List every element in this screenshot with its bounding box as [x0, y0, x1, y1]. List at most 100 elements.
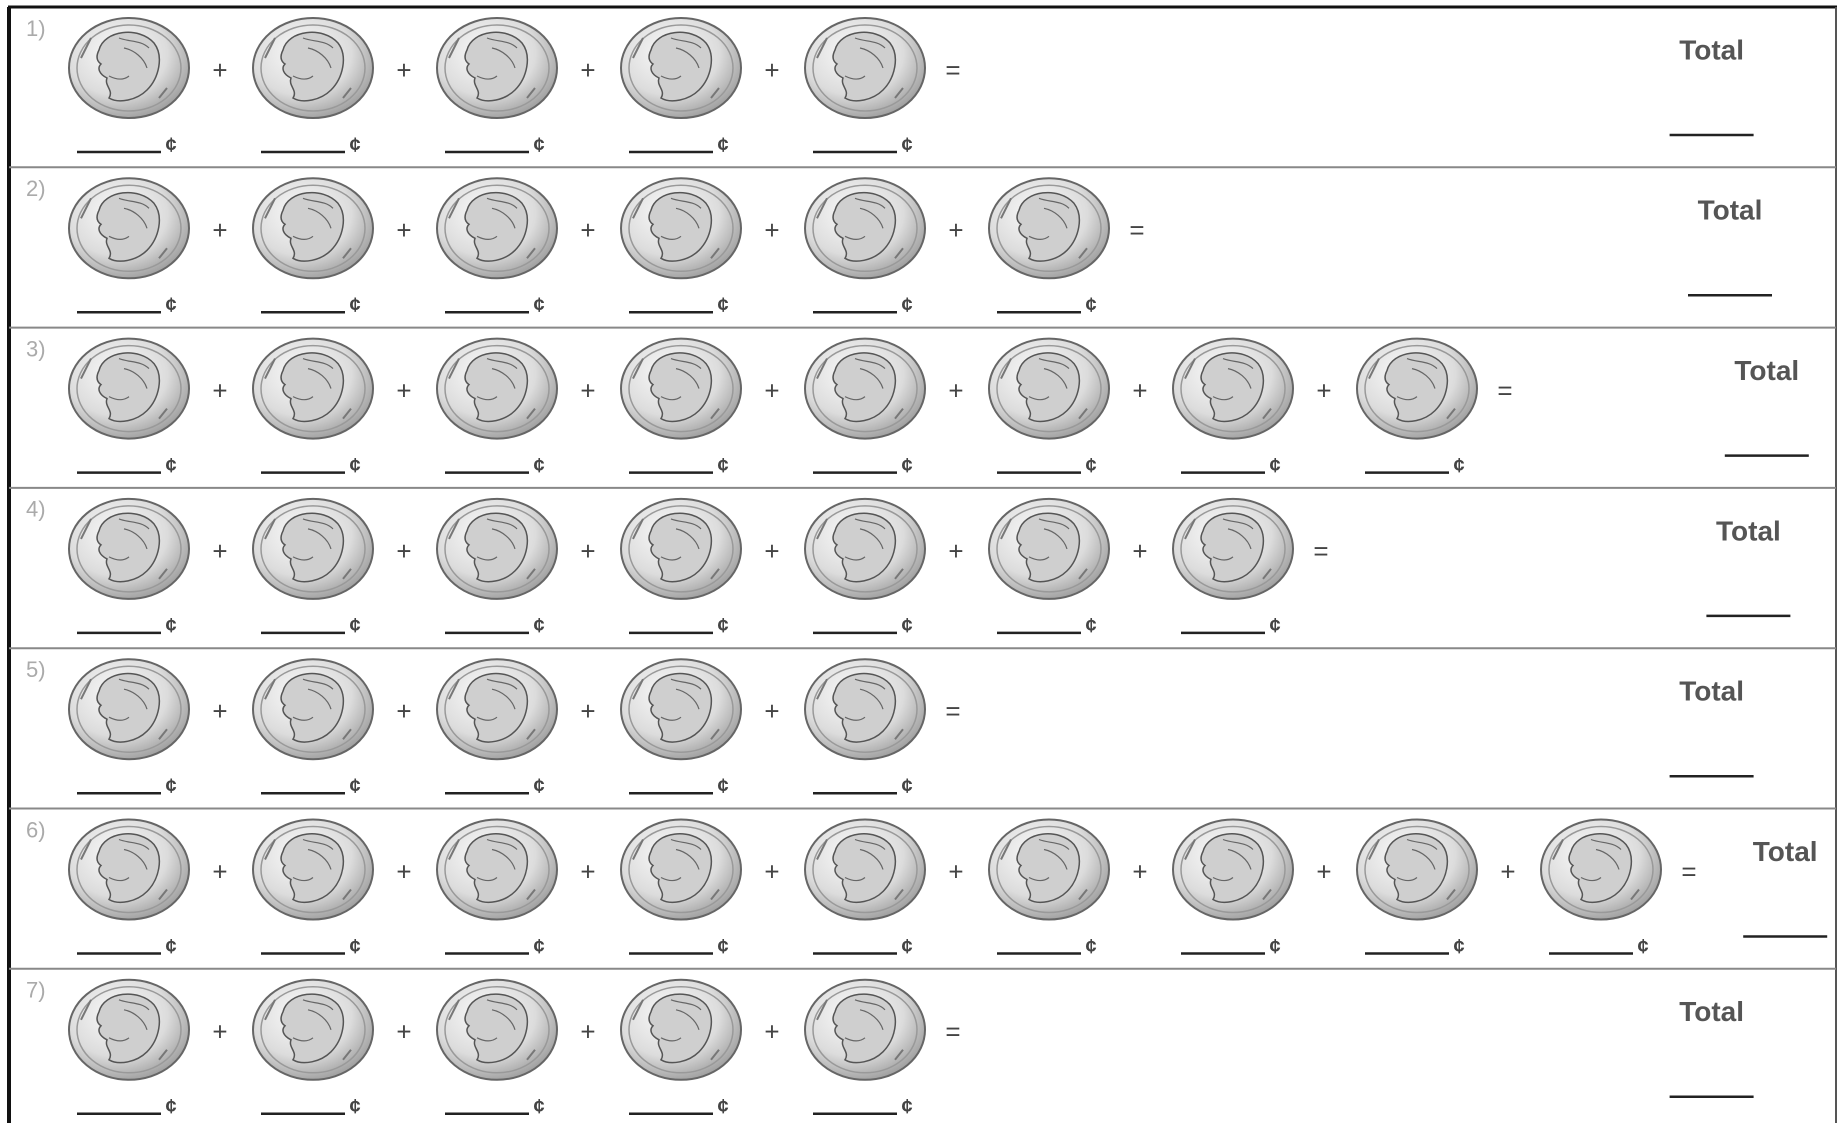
cent-sign: ¢ [1269, 615, 1280, 637]
cent-sign: ¢ [349, 455, 360, 477]
cent-sign: ¢ [165, 295, 176, 317]
equals-sign: = [1129, 215, 1144, 245]
cent-sign: ¢ [901, 615, 912, 637]
cent-sign: ¢ [1085, 615, 1096, 637]
plus-sign: + [212, 696, 227, 726]
problem-number: 2) [26, 176, 46, 201]
dime-coin [437, 659, 557, 759]
plus-sign: + [580, 55, 595, 85]
dime-coin [621, 499, 741, 599]
plus-sign: + [764, 375, 779, 405]
cent-sign: ¢ [533, 455, 544, 477]
plus-sign: + [1132, 375, 1147, 405]
cent-sign: ¢ [717, 1096, 728, 1118]
total-label: Total [1753, 836, 1818, 867]
dime-coin [1357, 339, 1477, 439]
plus-sign: + [212, 536, 227, 566]
total-label: Total [1679, 34, 1744, 65]
cent-sign: ¢ [1269, 936, 1280, 958]
plus-sign: + [1316, 856, 1331, 886]
cent-sign: ¢ [901, 295, 912, 317]
plus-sign: + [212, 1017, 227, 1047]
dime-coin [989, 820, 1109, 920]
problem-number: 4) [26, 497, 46, 522]
cent-sign: ¢ [901, 936, 912, 958]
plus-sign: + [396, 375, 411, 405]
equals-sign: = [945, 1017, 960, 1047]
dime-coin [253, 339, 373, 439]
dime-coin [1173, 820, 1293, 920]
dime-coin [805, 659, 925, 759]
plus-sign: + [948, 375, 963, 405]
plus-sign: + [396, 696, 411, 726]
plus-sign: + [1500, 856, 1515, 886]
dime-coin [437, 339, 557, 439]
total-label: Total [1734, 355, 1799, 386]
plus-sign: + [580, 375, 595, 405]
cent-sign: ¢ [533, 295, 544, 317]
cent-sign: ¢ [349, 1096, 360, 1118]
cent-sign: ¢ [1085, 455, 1096, 477]
dime-coin [437, 820, 557, 920]
worksheet: 1)+¢+¢+¢+¢¢=Total2)+¢+¢+¢+¢+¢¢=Total3)+¢… [0, 0, 1839, 1123]
plus-sign: + [396, 55, 411, 85]
equals-sign: = [1497, 375, 1512, 405]
dime-coin [69, 499, 189, 599]
dime-coin [1541, 820, 1661, 920]
plus-sign: + [396, 215, 411, 245]
cent-sign: ¢ [1085, 936, 1096, 958]
plus-sign: + [764, 536, 779, 566]
plus-sign: + [1316, 375, 1331, 405]
cent-sign: ¢ [533, 615, 544, 637]
plus-sign: + [764, 696, 779, 726]
plus-sign: + [948, 215, 963, 245]
dime-coin [69, 980, 189, 1080]
dime-coin [1173, 499, 1293, 599]
dime-coin [621, 659, 741, 759]
plus-sign: + [764, 1017, 779, 1047]
dime-coin [805, 499, 925, 599]
plus-sign: + [396, 1017, 411, 1047]
cent-sign: ¢ [1637, 936, 1648, 958]
equals-sign: = [945, 696, 960, 726]
dime-coin [621, 820, 741, 920]
problem-number: 3) [26, 336, 46, 361]
dime-coin [437, 18, 557, 118]
cent-sign: ¢ [901, 134, 912, 156]
dime-coin [69, 820, 189, 920]
cent-sign: ¢ [533, 134, 544, 156]
dime-coin [1357, 820, 1477, 920]
plus-sign: + [212, 856, 227, 886]
cent-sign: ¢ [533, 1096, 544, 1118]
problem-number: 6) [26, 817, 46, 842]
cent-sign: ¢ [717, 134, 728, 156]
cent-sign: ¢ [349, 295, 360, 317]
cent-sign: ¢ [349, 615, 360, 637]
plus-sign: + [764, 215, 779, 245]
plus-sign: + [580, 536, 595, 566]
cent-sign: ¢ [901, 1096, 912, 1118]
plus-sign: + [948, 536, 963, 566]
plus-sign: + [212, 375, 227, 405]
cent-sign: ¢ [1453, 936, 1464, 958]
dime-coin [805, 178, 925, 278]
dime-coin [621, 339, 741, 439]
dime-coin [805, 980, 925, 1080]
plus-sign: + [580, 856, 595, 886]
cent-sign: ¢ [165, 134, 176, 156]
dime-coin [437, 980, 557, 1080]
dime-coin [253, 18, 373, 118]
dime-coin [253, 820, 373, 920]
cent-sign: ¢ [165, 775, 176, 797]
cent-sign: ¢ [165, 615, 176, 637]
dime-coin [253, 499, 373, 599]
dime-coin [621, 178, 741, 278]
dime-coin [805, 339, 925, 439]
cent-sign: ¢ [349, 936, 360, 958]
cent-sign: ¢ [1085, 295, 1096, 317]
cent-sign: ¢ [901, 775, 912, 797]
cent-sign: ¢ [901, 455, 912, 477]
cent-sign: ¢ [165, 936, 176, 958]
cent-sign: ¢ [165, 455, 176, 477]
plus-sign: + [1132, 536, 1147, 566]
